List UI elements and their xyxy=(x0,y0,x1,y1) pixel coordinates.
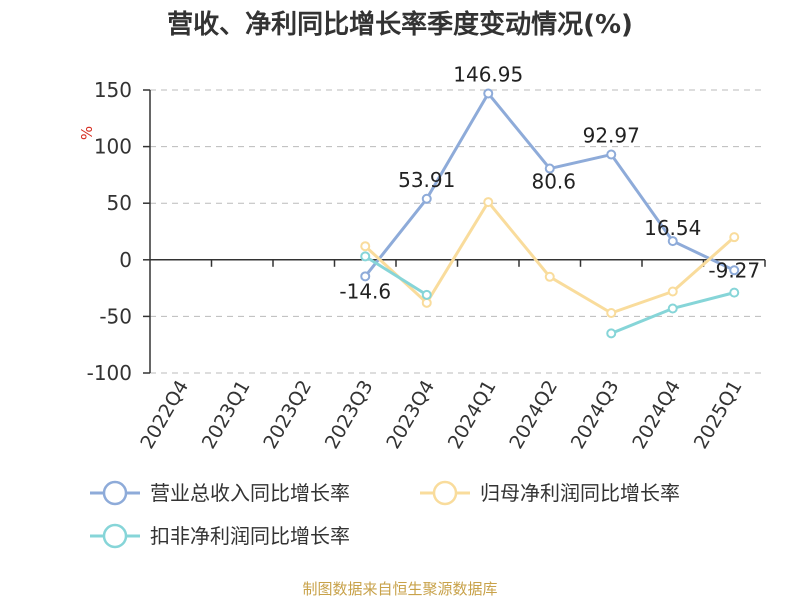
data-point xyxy=(729,287,740,298)
x-tick-label: 2023Q3 xyxy=(321,377,378,453)
data-point xyxy=(606,328,617,339)
legend-label: 营业总收入同比增长率 xyxy=(150,481,350,505)
legend-item-3[interactable]: 扣非净利润同比增长率 xyxy=(90,523,350,549)
data-label: -14.6 xyxy=(339,279,391,303)
data-point xyxy=(421,297,432,308)
y-tick-label: -100 xyxy=(87,361,132,385)
x-tick-label: 2023Q1 xyxy=(198,377,255,453)
chart-title: 营收、净利同比增长率季度变动情况(%) xyxy=(167,9,633,40)
legend-label: 扣非净利润同比增长率 xyxy=(150,524,350,548)
x-tick-label: 2024Q1 xyxy=(444,377,501,453)
data-point xyxy=(667,303,678,314)
data-label: 53.91 xyxy=(398,168,455,192)
data-point xyxy=(360,241,371,252)
data-point xyxy=(544,271,555,282)
x-tick-label: 2024Q3 xyxy=(567,377,624,453)
data-point xyxy=(421,289,432,300)
x-tick-label: 2024Q2 xyxy=(505,377,562,453)
x-tick-label: 2023Q2 xyxy=(259,377,316,453)
data-point xyxy=(360,251,371,262)
data-point xyxy=(421,193,432,204)
data-point xyxy=(667,236,678,247)
y-tick-label: 150 xyxy=(94,78,132,102)
y-axis-unit: % xyxy=(78,126,96,140)
y-tick-label: 100 xyxy=(94,135,132,159)
y-tick-labels: 150 100 50 0 -50 -100 xyxy=(87,78,132,385)
data-label: 92.97 xyxy=(583,124,640,148)
data-label: 16.54 xyxy=(644,216,701,240)
data-point xyxy=(483,88,494,99)
x-tick-label: 2023Q4 xyxy=(382,377,439,453)
series-group xyxy=(360,88,740,339)
y-tick-label: 0 xyxy=(119,248,132,272)
data-point xyxy=(667,286,678,297)
data-point xyxy=(483,197,494,208)
data-label: 80.6 xyxy=(531,170,576,194)
axes xyxy=(143,89,766,374)
data-point xyxy=(729,232,740,243)
data-point xyxy=(606,149,617,160)
footer-source: 制图数据来自恒生聚源数据库 xyxy=(302,580,497,598)
data-point xyxy=(544,163,555,174)
x-tick-labels: 2022Q4 2023Q1 2023Q2 2023Q3 2023Q4 2024Q1 2024… xyxy=(136,377,746,453)
x-tick-label: 2025Q1 xyxy=(690,377,747,453)
y-tick-label: -50 xyxy=(99,304,132,328)
y-tick-label: 50 xyxy=(107,191,132,215)
legend-label: 归母净利润同比增长率 xyxy=(480,481,680,505)
legend-item-1[interactable]: 营业总收入同比增长率 xyxy=(90,480,350,506)
data-label: -9.27 xyxy=(708,258,760,282)
legend-marker xyxy=(102,480,128,506)
data-point xyxy=(729,265,740,276)
data-point xyxy=(606,308,617,319)
legend-marker xyxy=(432,480,458,506)
data-labels: -14.6 53.91 146.95 80.6 92.97 16.54 -9.27 xyxy=(339,62,760,303)
legend-marker xyxy=(102,523,128,549)
x-tick-label: 2022Q4 xyxy=(136,377,193,453)
x-tick-label: 2024Q4 xyxy=(628,377,685,453)
grid xyxy=(150,89,765,374)
series-line-3 xyxy=(364,255,428,297)
data-point xyxy=(360,271,371,282)
legend-item-2[interactable]: 归母净利润同比增长率 xyxy=(420,480,680,506)
data-label: 146.95 xyxy=(453,62,523,86)
